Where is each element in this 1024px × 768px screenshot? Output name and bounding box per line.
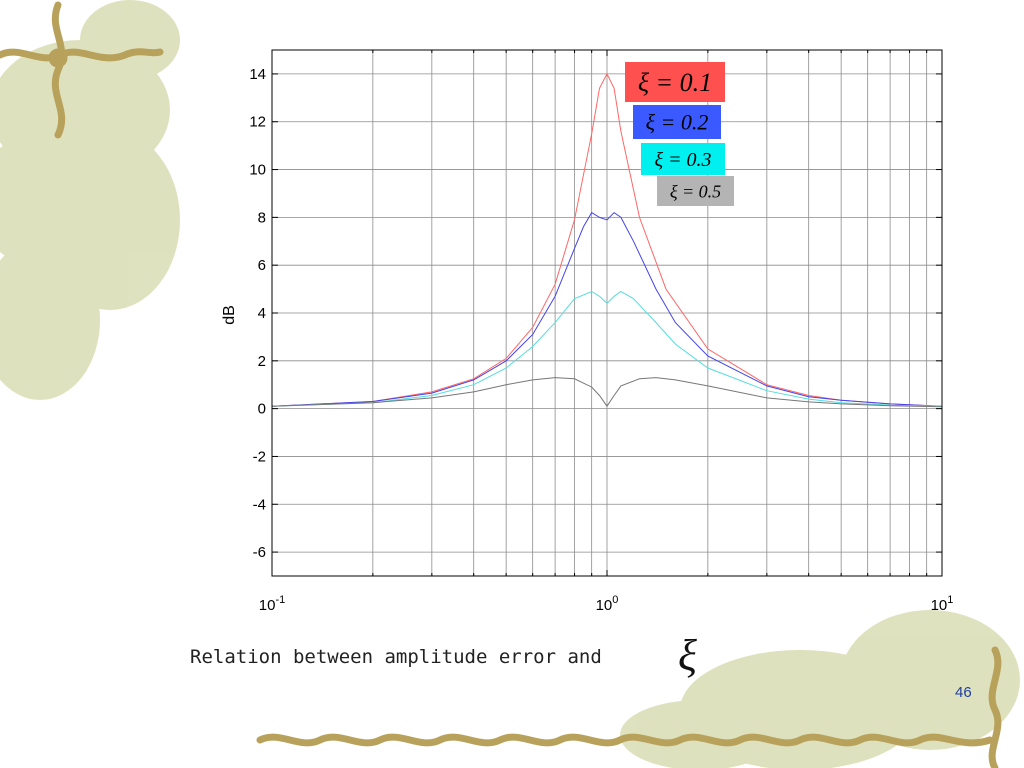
axes: -6 -4 -2 0 2 4 6 8 10 12 14 10-1 100 101: [249, 49, 954, 614]
series-line-1: [271, 211, 943, 407]
page-number: 46: [955, 684, 972, 701]
leaf-decoration-left: [0, 0, 180, 400]
series-line-2: [271, 290, 943, 407]
legend-box-2: [641, 143, 725, 175]
y-tick-label: 12: [249, 114, 266, 131]
slide-caption: Relation between amplitude error and: [190, 646, 602, 668]
legend-box-1: [633, 105, 721, 139]
y-tick-label: 2: [258, 353, 266, 370]
vine-decoration-bottom: [256, 646, 1002, 768]
caption-xi-symbol: ξ: [678, 631, 697, 680]
y-tick-label: -2: [253, 448, 266, 465]
y-tick-label: 8: [258, 209, 266, 226]
y-tick-label: 10: [249, 162, 266, 179]
y-axis-label: dB: [221, 305, 238, 325]
grid: [271, 50, 942, 576]
y-tick-label: 6: [258, 257, 266, 274]
x-tick-label: 100: [596, 594, 619, 614]
legend-label-2: ξ = 0.3: [654, 149, 711, 171]
x-tick-label: 10-1: [259, 594, 285, 614]
y-tick-label: 14: [249, 66, 266, 83]
y-tick-label: 0: [258, 401, 266, 418]
series-lines: [271, 72, 943, 408]
legend-label-1: ξ = 0.2: [646, 110, 709, 135]
y-tick-label: -6: [253, 544, 266, 561]
legend: ξ = 0.1 ξ = 0.2 ξ = 0.3 ξ = 0.5: [625, 62, 734, 206]
legend-box-0: [625, 62, 725, 102]
legend-label-0: ξ = 0.1: [638, 68, 712, 97]
x-tick-label: 101: [931, 594, 954, 614]
legend-box-3: [657, 176, 734, 206]
y-tick-label: 4: [258, 305, 266, 322]
legend-label-3: ξ = 0.5: [670, 181, 721, 201]
series-line-0: [271, 72, 943, 407]
vine-decoration-left: [0, 1, 164, 139]
series-line-3: [271, 377, 943, 408]
y-tick-label: -4: [253, 496, 266, 513]
